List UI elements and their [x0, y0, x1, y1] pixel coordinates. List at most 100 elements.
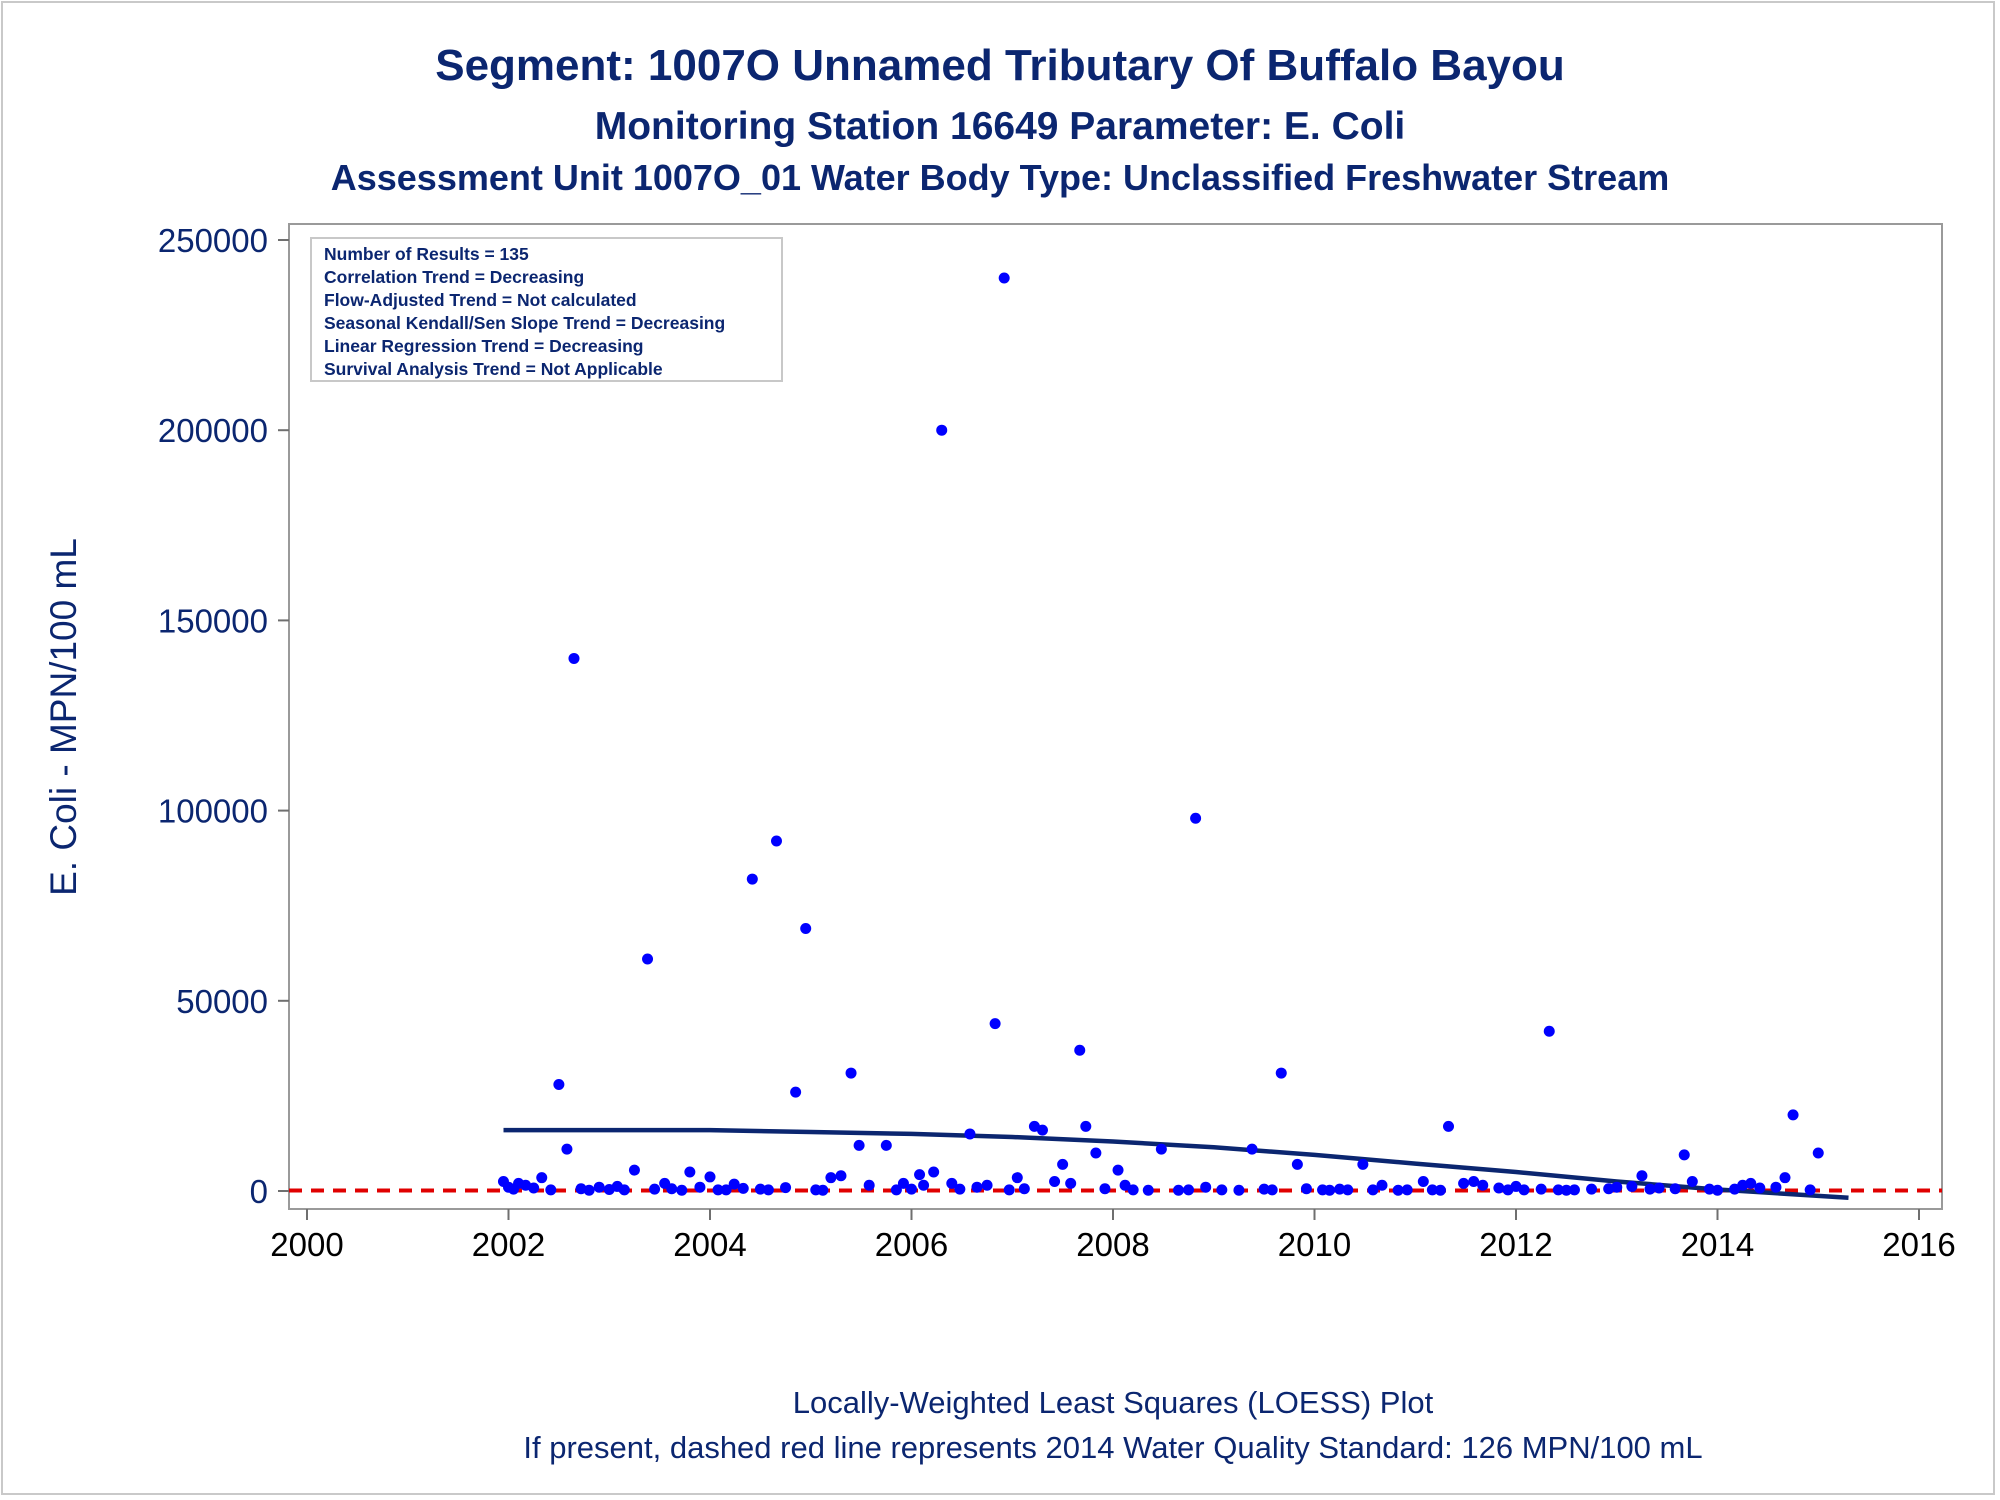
data-point — [545, 1184, 557, 1196]
data-point — [561, 1143, 573, 1155]
data-point — [694, 1181, 706, 1193]
stat-linear-regression-trend: Linear Regression Trend = Decreasing — [324, 336, 644, 356]
data-point — [1112, 1164, 1124, 1176]
data-point — [954, 1183, 966, 1195]
data-point — [1300, 1183, 1312, 1195]
data-point — [1080, 1120, 1092, 1132]
stat-correlation-trend: Correlation Trend = Decreasing — [324, 267, 584, 287]
data-point — [1142, 1184, 1154, 1196]
data-point — [906, 1183, 917, 1195]
data-point — [981, 1179, 993, 1191]
data-point — [628, 1164, 640, 1176]
data-point — [737, 1182, 749, 1194]
footnote-loess: Locally-Weighted Least Squares (LOESS) P… — [793, 1385, 1434, 1420]
data-point — [1266, 1184, 1278, 1196]
y-tick-label: 50000 — [176, 983, 268, 1020]
y-tick-label: 250000 — [158, 222, 268, 259]
data-point — [642, 953, 654, 965]
data-point — [880, 1139, 892, 1151]
statistics-box-border — [310, 237, 783, 382]
data-point — [1678, 1149, 1690, 1161]
y-tick-label: 200000 — [158, 412, 268, 449]
data-point — [676, 1184, 688, 1196]
data-point — [684, 1166, 696, 1178]
data-point — [1458, 1177, 1470, 1189]
x-tick-label: 2014 — [1681, 1226, 1754, 1263]
data-point — [1686, 1175, 1698, 1187]
stat-number-of-results: Number of Results = 135 — [324, 244, 529, 264]
data-point — [1011, 1172, 1023, 1184]
data-point — [1653, 1182, 1665, 1194]
data-point — [1090, 1147, 1102, 1159]
data-point — [825, 1172, 837, 1184]
data-point — [1036, 1124, 1048, 1136]
data-point — [1426, 1184, 1438, 1196]
data-point — [1099, 1183, 1111, 1195]
data-point — [1669, 1183, 1681, 1195]
data-point — [1357, 1158, 1369, 1170]
data-point — [1049, 1175, 1061, 1187]
data-point — [770, 835, 782, 847]
data-point — [1586, 1183, 1598, 1195]
data-point — [1342, 1184, 1354, 1196]
data-point — [712, 1184, 724, 1196]
data-point — [704, 1171, 716, 1183]
x-tick-label: 2012 — [1479, 1226, 1552, 1263]
data-point — [666, 1183, 678, 1195]
data-point — [1644, 1183, 1656, 1195]
data-point — [1787, 1109, 1799, 1121]
data-point — [1703, 1183, 1715, 1195]
data-point — [1611, 1181, 1623, 1193]
data-point — [649, 1183, 661, 1195]
statistics-box: Number of Results = 135 Correlation Tren… — [310, 237, 783, 382]
data-point — [1074, 1044, 1086, 1056]
data-point — [946, 1177, 958, 1189]
data-point — [1493, 1182, 1505, 1194]
data-point — [1367, 1184, 1379, 1196]
data-point — [1636, 1170, 1648, 1182]
data-point — [618, 1184, 630, 1196]
data-point — [1477, 1179, 1489, 1191]
data-point — [998, 272, 1010, 284]
data-point — [754, 1183, 766, 1195]
data-point — [528, 1182, 540, 1194]
data-point — [897, 1177, 909, 1189]
data-point — [1626, 1180, 1638, 1192]
footnote-standard: If present, dashed red line represents 2… — [523, 1430, 1702, 1465]
data-point — [1804, 1184, 1816, 1196]
data-point — [1376, 1179, 1388, 1191]
data-point — [1233, 1184, 1245, 1196]
data-point — [762, 1184, 774, 1196]
y-axis: 0 50000 100000 150000 200000 250000 — [158, 222, 289, 1210]
data-point — [800, 923, 812, 935]
data-point — [863, 1179, 875, 1191]
data-point — [1057, 1158, 1069, 1170]
data-point — [1183, 1184, 1195, 1196]
data-point — [1442, 1120, 1454, 1132]
y-tick-label: 0 — [250, 1173, 268, 1210]
data-point — [1065, 1177, 1077, 1189]
data-point — [928, 1166, 940, 1178]
data-point — [964, 1128, 976, 1140]
y-axis-label: E. Coli - MPN/100 mL — [43, 538, 84, 896]
data-point — [1770, 1181, 1782, 1193]
data-point — [780, 1182, 792, 1194]
data-point — [989, 1018, 1001, 1030]
x-tick-label: 2006 — [875, 1226, 948, 1263]
data-point — [1127, 1184, 1139, 1196]
data-point — [1334, 1183, 1346, 1195]
data-point — [1119, 1179, 1131, 1191]
data-point — [1275, 1067, 1287, 1079]
data-point — [1258, 1183, 1270, 1195]
plot-area — [288, 223, 1943, 1210]
data-point — [1468, 1175, 1480, 1187]
data-point — [536, 1172, 548, 1184]
y-tick-label: 150000 — [158, 602, 268, 639]
data-point — [835, 1170, 847, 1182]
data-point — [1812, 1147, 1824, 1159]
x-tick-label: 2010 — [1278, 1226, 1351, 1263]
data-point — [720, 1184, 732, 1196]
data-point — [936, 424, 948, 436]
data-points — [497, 272, 1824, 1196]
